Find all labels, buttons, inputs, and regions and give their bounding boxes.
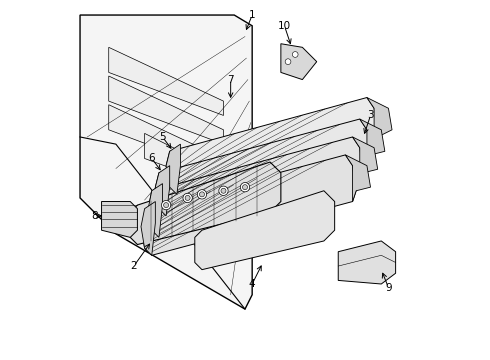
Text: 7: 7 <box>227 75 234 85</box>
Polygon shape <box>353 137 378 184</box>
Polygon shape <box>141 202 155 255</box>
Circle shape <box>199 192 204 197</box>
Polygon shape <box>155 166 170 216</box>
Circle shape <box>285 59 291 64</box>
Polygon shape <box>360 119 385 166</box>
Circle shape <box>243 185 247 190</box>
Polygon shape <box>155 119 370 216</box>
Polygon shape <box>281 44 317 80</box>
Polygon shape <box>141 155 356 255</box>
Circle shape <box>293 51 298 57</box>
Polygon shape <box>166 98 378 194</box>
Polygon shape <box>130 162 281 244</box>
Polygon shape <box>345 155 370 202</box>
Polygon shape <box>109 105 223 173</box>
Polygon shape <box>109 76 223 144</box>
Text: 2: 2 <box>130 261 137 271</box>
Text: 1: 1 <box>249 10 255 20</box>
Polygon shape <box>148 137 364 237</box>
Polygon shape <box>367 98 392 144</box>
Text: 9: 9 <box>385 283 392 293</box>
Polygon shape <box>101 202 137 237</box>
Polygon shape <box>145 134 223 187</box>
Circle shape <box>164 203 169 208</box>
Text: 10: 10 <box>278 21 291 31</box>
Text: 4: 4 <box>249 279 255 289</box>
Polygon shape <box>166 144 180 194</box>
Polygon shape <box>195 191 335 270</box>
Text: 8: 8 <box>91 211 98 221</box>
Circle shape <box>185 195 190 201</box>
Text: 3: 3 <box>367 111 374 121</box>
Circle shape <box>221 188 226 193</box>
Text: 6: 6 <box>148 153 155 163</box>
Text: 5: 5 <box>159 132 166 142</box>
Circle shape <box>161 201 171 210</box>
Circle shape <box>219 186 228 195</box>
Polygon shape <box>80 15 252 309</box>
Circle shape <box>240 183 250 192</box>
Circle shape <box>197 190 207 199</box>
Polygon shape <box>148 184 163 237</box>
Polygon shape <box>338 241 395 284</box>
Polygon shape <box>109 47 223 116</box>
Circle shape <box>183 193 192 203</box>
